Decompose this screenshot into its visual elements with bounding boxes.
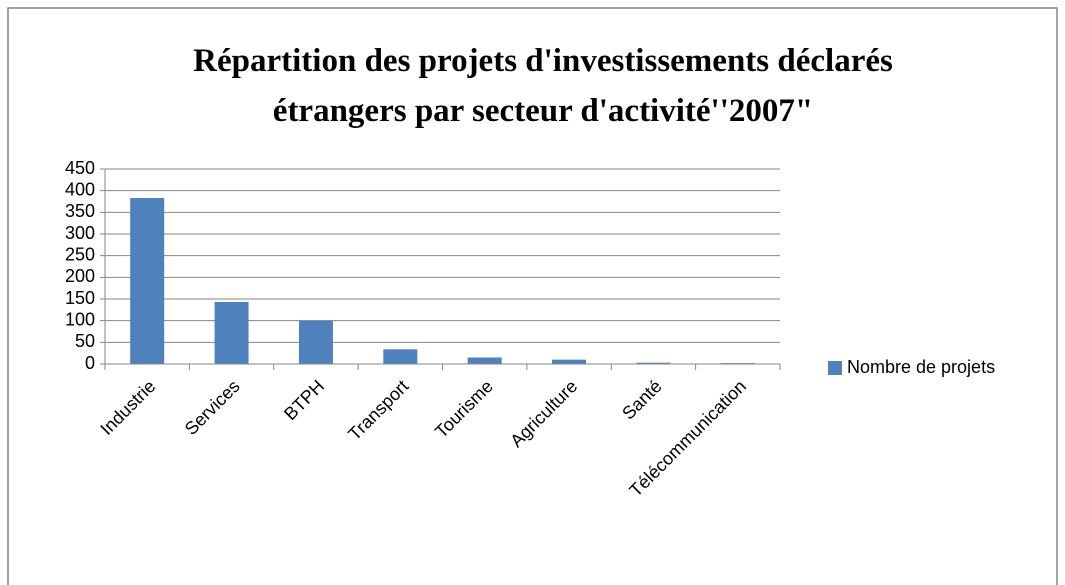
bar: [467, 357, 502, 364]
y-tick-label: 250: [65, 244, 95, 264]
x-tick-label: Industrie: [96, 376, 159, 439]
chart-frame: [7, 7, 1058, 585]
y-tick-label: 300: [65, 223, 95, 243]
x-tick-label: Santé: [618, 376, 665, 423]
bar: [130, 198, 165, 364]
bar: [214, 302, 249, 364]
y-tick-label: 400: [65, 179, 95, 199]
y-tick-label: 50: [75, 331, 95, 351]
x-tick-label: Transport: [344, 376, 412, 444]
x-tick-label: Tourisme: [431, 376, 497, 442]
y-tick-label: 150: [65, 288, 95, 308]
x-tick-label: Agriculture: [506, 376, 581, 451]
y-tick-label: 450: [65, 158, 95, 178]
x-tick-label: Services: [181, 376, 244, 439]
legend-label: Nombre de projets: [847, 357, 995, 377]
bar: [298, 320, 333, 364]
y-tick-label: 0: [85, 353, 95, 373]
y-tick-label: 100: [65, 309, 95, 329]
y-tick-label: 350: [65, 201, 95, 221]
bar: [552, 359, 587, 364]
y-tick-label: 200: [65, 266, 95, 286]
legend-swatch: [828, 361, 842, 375]
chart-title: Répartition des projets d'investissement…: [193, 43, 893, 129]
bar: [636, 362, 671, 364]
bar: [383, 349, 418, 364]
x-tick-label: BTPH: [280, 376, 328, 424]
